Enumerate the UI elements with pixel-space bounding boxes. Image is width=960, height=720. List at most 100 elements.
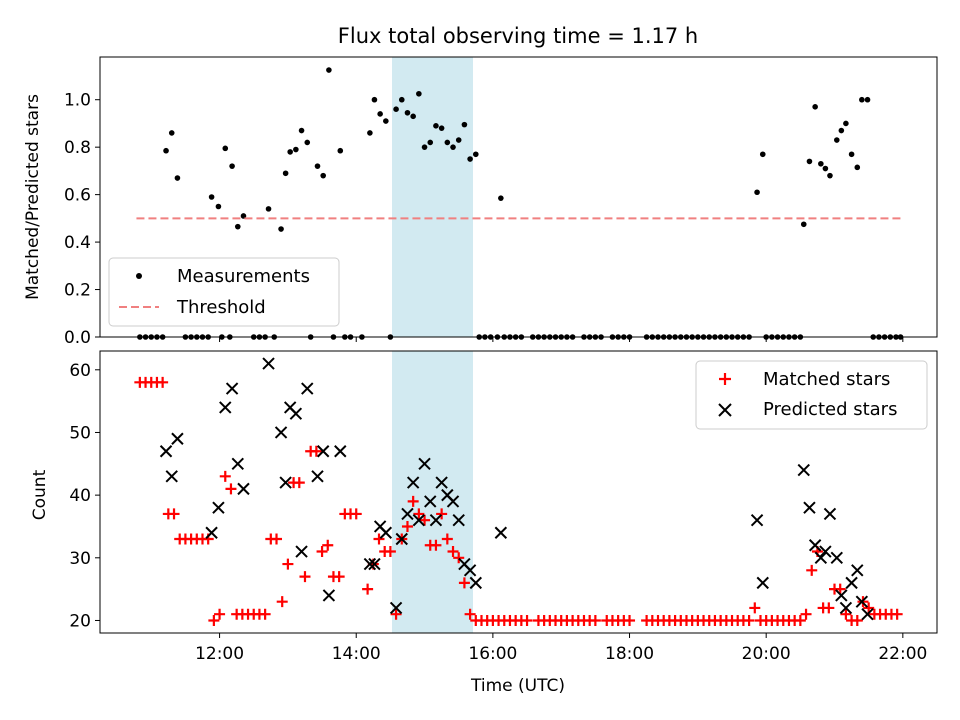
- predicted-point: [289, 407, 303, 420]
- measurement-point: [444, 139, 451, 146]
- bottom-legend-box: [695, 360, 928, 430]
- matched-point: [384, 546, 396, 558]
- predicted-point: [797, 463, 810, 477]
- predicted-point: [406, 476, 420, 489]
- predicted-point: [851, 564, 864, 577]
- predicted-point: [231, 457, 244, 471]
- measurement-point: [326, 67, 332, 73]
- measurement-point: [864, 96, 871, 103]
- predicted-point: [389, 601, 403, 615]
- predicted-point: [808, 539, 822, 552]
- predicted-point: [814, 551, 828, 565]
- measurement-point: [455, 137, 462, 143]
- measurement-point: [438, 125, 445, 131]
- predicted-point: [750, 513, 764, 527]
- measurement-point: [822, 165, 829, 172]
- measurement-point: [461, 121, 468, 128]
- predicted-point: [839, 601, 853, 615]
- y-tick-label: 0.4: [64, 233, 91, 253]
- matched-point: [441, 533, 453, 545]
- predicted-point: [274, 426, 288, 439]
- y-tick-label: 60: [69, 361, 91, 381]
- x-axis-label: Time (UTC): [470, 676, 565, 696]
- top-y-ticks: 0.0 0.2 0.4 0.6 0.8 1.0: [64, 91, 100, 348]
- measurement-point: [859, 96, 865, 103]
- matched-point: [800, 608, 812, 620]
- predicted-point: [830, 551, 843, 565]
- y-tick-label: 0.2: [64, 281, 91, 301]
- predicted-point: [159, 445, 173, 458]
- matched-point: [350, 508, 362, 520]
- matched-point: [749, 602, 761, 614]
- top-legend-box: [108, 257, 340, 327]
- bottom-plot-frame: [99, 350, 938, 634]
- x-tick-label: 12:00: [195, 644, 244, 664]
- measurement-point: [759, 151, 766, 158]
- top-legend: Measurements Threshold: [108, 257, 340, 327]
- measurement-point: [293, 146, 299, 153]
- bottom-y-axis-label: Count: [30, 469, 50, 520]
- matched-point: [276, 596, 288, 608]
- matched-point: [310, 445, 322, 457]
- predicted-point: [334, 445, 347, 458]
- measurement-point: [843, 120, 849, 127]
- predicted-point: [494, 526, 508, 539]
- x-tick-label: 20:00: [742, 644, 791, 664]
- matched-point: [521, 614, 533, 626]
- measurement-point: [754, 189, 760, 196]
- matched-point: [447, 546, 459, 558]
- measurement-point: [806, 158, 813, 165]
- y-tick-label: 30: [69, 549, 91, 569]
- predicted-point: [418, 457, 431, 471]
- measurement-point: [174, 175, 181, 181]
- matched-point: [743, 614, 755, 626]
- measurement-point: [278, 226, 284, 232]
- measurement-point: [833, 137, 840, 143]
- measurement-point: [800, 221, 807, 228]
- predicted-point: [401, 507, 414, 521]
- matched-point: [407, 495, 419, 507]
- matched-point: [806, 564, 818, 576]
- measurement-point: [265, 206, 272, 212]
- predicted-point: [295, 545, 308, 558]
- matched-point: [293, 477, 305, 489]
- bottom-marks: [134, 357, 903, 626]
- y-tick-label: 40: [69, 486, 91, 506]
- measurement-point: [854, 164, 861, 171]
- predicted-point: [855, 595, 869, 608]
- matched-point: [208, 614, 220, 626]
- matched-point: [891, 608, 903, 620]
- measurement-point: [304, 139, 311, 146]
- measurement-point: [393, 106, 399, 113]
- legend-label-threshold: Threshold: [176, 297, 266, 318]
- matched-point: [430, 539, 442, 551]
- matched-point: [373, 533, 385, 545]
- measurement-point: [383, 118, 389, 124]
- predicted-point: [819, 545, 832, 558]
- matched-point: [401, 520, 413, 532]
- legend-marker-predicted: [718, 403, 732, 417]
- measurement-point: [410, 113, 416, 120]
- matched-point: [624, 614, 636, 626]
- measurement-point: [398, 96, 405, 103]
- measurement-point: [827, 172, 833, 179]
- top-panel: 0.0 0.2 0.4 0.6 0.8 1.0 Flux total observing …: [23, 24, 938, 348]
- y-tick-label: 20: [69, 611, 91, 631]
- measurement-point: [222, 145, 229, 152]
- predicted-point: [463, 564, 477, 577]
- legend-marker-measurements: [136, 273, 142, 279]
- predicted-point: [429, 513, 443, 527]
- matched-point: [225, 483, 237, 495]
- predicted-point: [316, 445, 330, 458]
- matched-point: [322, 539, 334, 551]
- predicted-point: [756, 576, 769, 590]
- x-tick-label: 22:00: [878, 644, 927, 664]
- measurement-point: [416, 90, 422, 97]
- predicted-point: [435, 476, 448, 489]
- shaded-span-top: [392, 57, 473, 337]
- y-tick-label: 0.6: [64, 186, 91, 206]
- predicted-point: [322, 589, 336, 602]
- predicted-point: [469, 576, 483, 590]
- measurement-point: [337, 147, 344, 154]
